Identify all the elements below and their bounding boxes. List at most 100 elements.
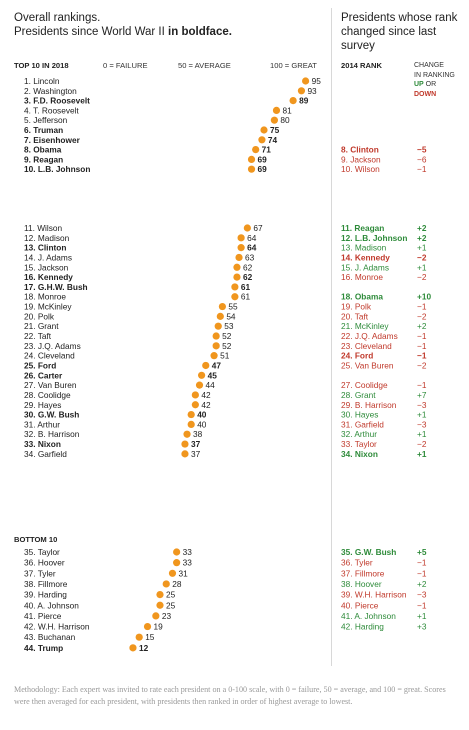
score-label: 69 bbox=[258, 154, 268, 164]
president-label: 37. Tyler bbox=[24, 568, 56, 578]
score-label: 69 bbox=[258, 164, 268, 174]
rank-2014-label: 29. B. Harrison bbox=[341, 400, 397, 410]
president-label: 33. Nixon bbox=[24, 439, 61, 449]
score-label: 25 bbox=[166, 600, 176, 610]
score-label: 64 bbox=[247, 233, 257, 243]
rank-change-value: +2 bbox=[417, 579, 427, 589]
president-label: 44. Trump bbox=[24, 643, 63, 653]
president-label: 7. Eisenhower bbox=[24, 135, 81, 145]
president-label: 10. L.B. Johnson bbox=[24, 164, 90, 174]
top10-heading: TOP 10 IN 2018 bbox=[14, 61, 69, 70]
change-heading-line2: IN RANKING bbox=[414, 71, 455, 79]
rank-2014-label: 27. Coolidge bbox=[341, 380, 388, 390]
president-label: 38. Fillmore bbox=[24, 579, 68, 589]
score-label: 15 bbox=[145, 632, 155, 642]
score-dot bbox=[212, 342, 220, 350]
change-heading: CHANGE IN RANKING UP OR DOWN bbox=[414, 61, 455, 99]
score-label: 80 bbox=[280, 115, 290, 125]
score-label: 40 bbox=[197, 419, 207, 429]
score-label: 45 bbox=[208, 370, 218, 380]
president-label: 13. Clinton bbox=[24, 243, 66, 253]
president-label: 40. A. Johnson bbox=[24, 600, 79, 610]
president-label: 29. Hayes bbox=[24, 400, 61, 410]
rank-2014-label: 16. Monroe bbox=[341, 272, 383, 282]
rank-change-value: −2 bbox=[417, 360, 427, 370]
subtitle-line: Presidents since World War II in boldfac… bbox=[14, 25, 232, 39]
rank-change-value: −3 bbox=[417, 590, 427, 600]
scale-label-great: 100 = GREAT bbox=[270, 61, 317, 70]
rank-change-value: +1 bbox=[417, 410, 427, 420]
score-dot bbox=[162, 580, 170, 588]
score-dot bbox=[143, 622, 152, 631]
rank-2014-label: 11. Reagan bbox=[341, 223, 384, 233]
rank-change-value: +2 bbox=[417, 223, 427, 233]
rank-change-value: −2 bbox=[417, 439, 427, 449]
rank-2014-label: 8. Clinton bbox=[341, 145, 379, 155]
score-dot bbox=[247, 155, 256, 163]
score-dot bbox=[210, 352, 218, 360]
score-dot bbox=[156, 601, 164, 609]
president-label: 31. Arthur bbox=[24, 419, 60, 429]
rank-2014-label: 39. W.H. Harrison bbox=[341, 590, 407, 600]
rank-2014-label: 36. Tyler bbox=[341, 558, 373, 568]
score-label: 33 bbox=[183, 558, 193, 568]
rank-change-value: −5 bbox=[417, 145, 427, 155]
score-label: 40 bbox=[197, 410, 207, 420]
rank-change-value: +1 bbox=[417, 429, 427, 439]
rank-change-value: −3 bbox=[417, 419, 427, 429]
score-dot bbox=[237, 234, 245, 242]
change-down-label: DOWN bbox=[414, 90, 437, 98]
rank-change-value: +2 bbox=[417, 233, 427, 243]
rank-change-value: −1 bbox=[417, 164, 427, 174]
president-label: 39. Harding bbox=[24, 590, 67, 600]
rank-change-value: +1 bbox=[417, 449, 427, 459]
score-label: 42 bbox=[201, 390, 211, 400]
rank-change-value: −2 bbox=[417, 311, 427, 321]
score-dot bbox=[191, 401, 199, 409]
score-dot bbox=[135, 633, 143, 641]
president-label: 12. Madison bbox=[24, 233, 70, 243]
president-label: 15. Jackson bbox=[24, 262, 69, 272]
score-label: 93 bbox=[307, 86, 317, 96]
score-label: 61 bbox=[241, 282, 251, 292]
score-label: 12 bbox=[139, 643, 149, 653]
president-label: 6. Truman bbox=[24, 125, 63, 135]
rank-2014-label: 18. Obama bbox=[341, 292, 383, 302]
score-dot bbox=[191, 391, 199, 399]
rank-change-value: +7 bbox=[417, 390, 427, 400]
score-dot bbox=[212, 332, 220, 340]
president-label: 17. G.H.W. Bush bbox=[24, 282, 88, 292]
score-dot bbox=[168, 569, 177, 577]
president-label: 8. Obama bbox=[24, 145, 62, 155]
president-label: 36. Hoover bbox=[24, 558, 65, 568]
rank-2014-label: 15. J. Adams bbox=[341, 262, 389, 272]
score-label: 52 bbox=[222, 341, 232, 351]
column-divider bbox=[331, 8, 332, 666]
rank-2014-label: 21. McKinley bbox=[341, 321, 389, 331]
score-label: 81 bbox=[282, 105, 292, 115]
score-label: 31 bbox=[178, 568, 188, 578]
rank-change-value: −1 bbox=[417, 600, 427, 610]
score-dot bbox=[289, 97, 297, 105]
rank-change-value: −2 bbox=[417, 272, 427, 282]
rank-change-value: −1 bbox=[417, 558, 427, 568]
rank-2014-label: 31. Garfield bbox=[341, 419, 384, 429]
rank-2014-label: 32. Arthur bbox=[341, 429, 377, 439]
rank-change-value: −1 bbox=[417, 380, 427, 390]
score-dot bbox=[195, 381, 204, 389]
rank-2014-label: 38. Hoover bbox=[341, 579, 382, 589]
score-dot bbox=[272, 106, 281, 114]
rank-change-value: −1 bbox=[417, 302, 427, 312]
president-label: 16. Kennedy bbox=[24, 272, 73, 282]
president-label: 34. Garfield bbox=[24, 449, 67, 459]
score-label: 28 bbox=[172, 579, 182, 589]
score-dot bbox=[173, 548, 181, 556]
chart-title: Overall rankings. Presidents since World… bbox=[14, 11, 232, 39]
bottom10-heading: BOTTOM 10 bbox=[14, 535, 58, 544]
score-label: 54 bbox=[226, 311, 236, 321]
rank-2014-label: 20. Taft bbox=[341, 311, 369, 321]
score-label: 19 bbox=[154, 622, 164, 632]
rank-change-value: −6 bbox=[417, 154, 427, 164]
rank-2014-label: 19. Polk bbox=[341, 302, 372, 312]
president-label: 23. J.Q. Adams bbox=[24, 341, 81, 351]
